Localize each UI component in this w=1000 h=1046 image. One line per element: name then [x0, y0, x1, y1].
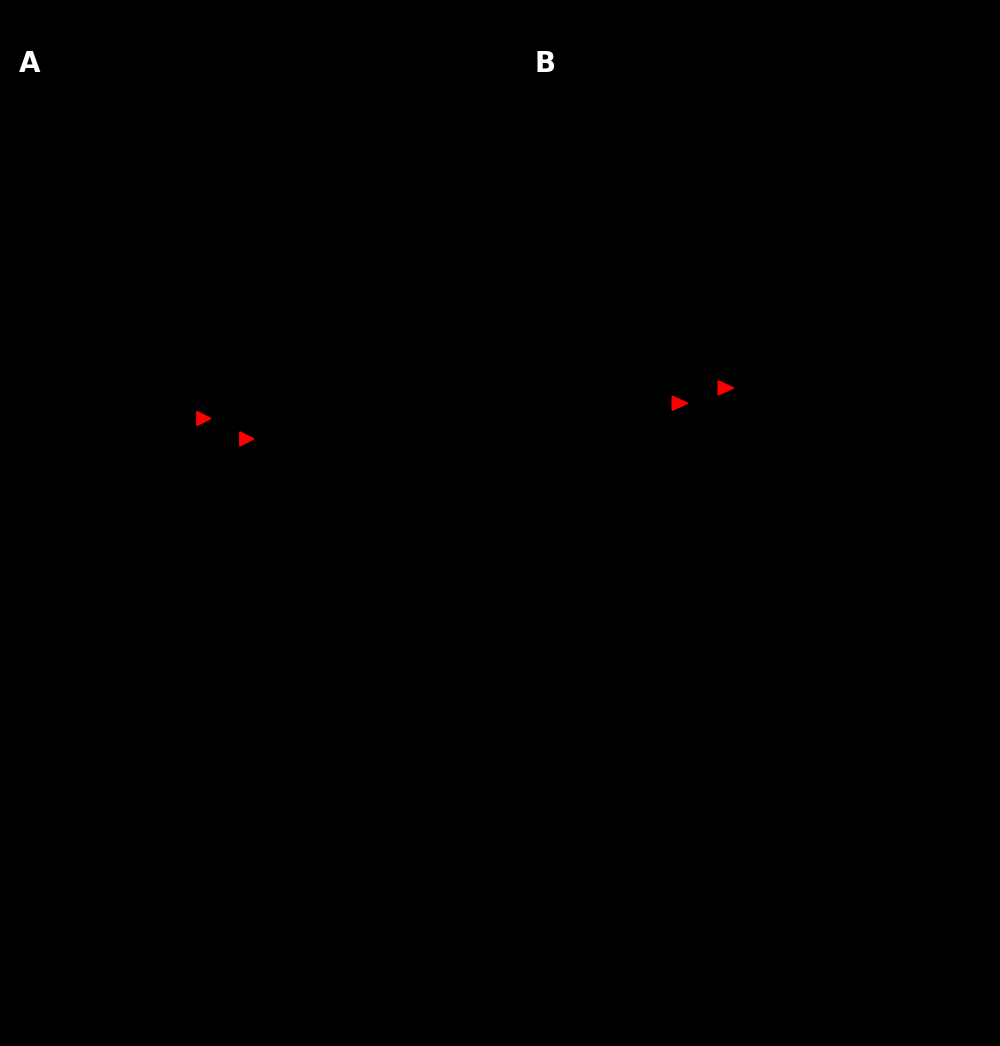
Polygon shape	[197, 411, 211, 426]
Polygon shape	[240, 432, 254, 446]
Polygon shape	[718, 381, 734, 395]
Polygon shape	[672, 396, 688, 410]
Text: B: B	[534, 50, 556, 78]
Text: A: A	[19, 50, 40, 78]
